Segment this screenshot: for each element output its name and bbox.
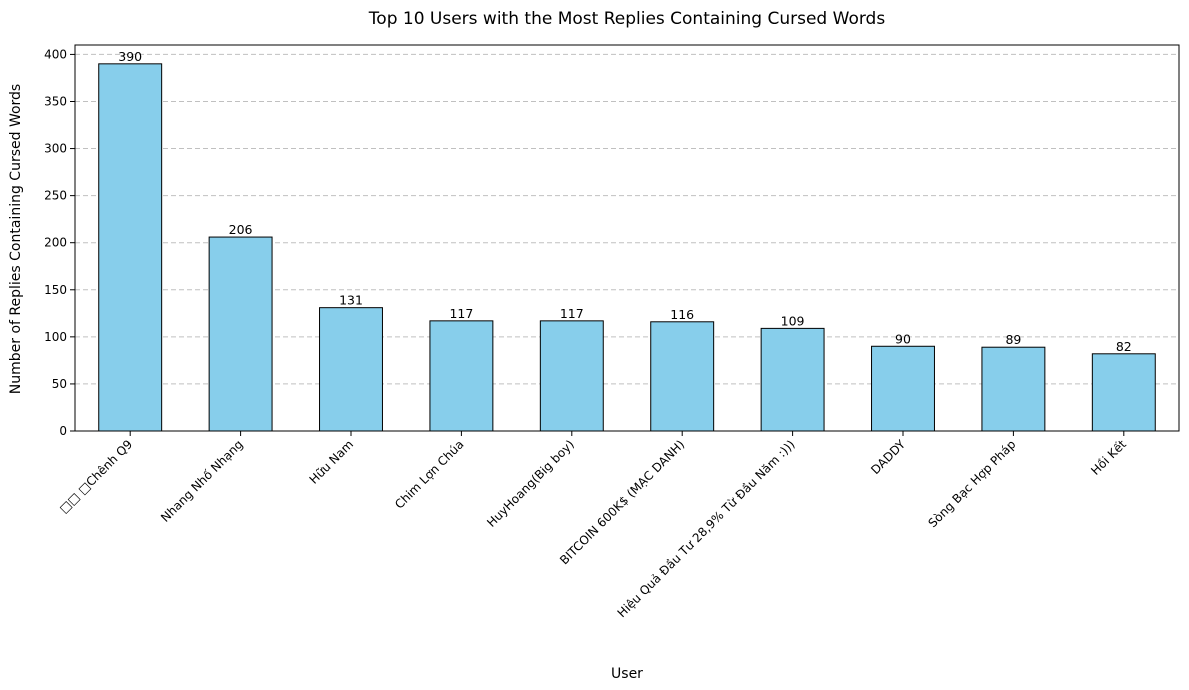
- x-tick-label: Hiệu Quả Đầu Tư 28,9% Từ Đầu Năm :))): [615, 437, 798, 620]
- bar-value-label: 117: [560, 306, 584, 321]
- bar-value-label: 90: [895, 331, 911, 346]
- bar: [429, 320, 494, 432]
- y-tick-label: 350: [44, 94, 67, 108]
- bar-value-label: 206: [229, 222, 253, 237]
- bar: [539, 320, 604, 432]
- x-tick-label: DADDY: [868, 437, 908, 477]
- x-tick-label: BITCOIN 600K$ (MẠC DANH): [557, 437, 687, 567]
- chart-title: Top 10 Users with the Most Replies Conta…: [368, 9, 886, 29]
- bar-value-label: 116: [670, 307, 694, 322]
- y-tick-label: 200: [44, 236, 67, 250]
- y-tick-label: 50: [52, 377, 67, 391]
- bar: [981, 346, 1046, 432]
- bar-value-label: 89: [1005, 332, 1021, 347]
- bar-value-label: 117: [449, 306, 473, 321]
- bar: [871, 345, 935, 432]
- bar-value-label: 82: [1116, 339, 1132, 354]
- y-tick-label: 250: [44, 189, 67, 203]
- y-tick-label: 100: [44, 330, 67, 344]
- bar-value-label: 131: [339, 293, 363, 308]
- bar: [319, 307, 383, 432]
- x-tick-label: □□ □Chênh Q9: [57, 437, 136, 516]
- bar: [1091, 353, 1156, 432]
- bar-value-label: 390: [118, 49, 142, 64]
- plot-frame: [74, 44, 1180, 432]
- bar-value-label: 109: [781, 313, 805, 328]
- x-tick-label: Chim Lợn Chúa: [392, 437, 466, 511]
- y-axis-label: Number of Replies Containing Cursed Word…: [8, 84, 24, 394]
- x-axis-ticks: □□ □Chênh Q9 Nhang Nhố Nhạng Hữu Nam Chim L…: [57, 431, 1129, 620]
- x-tick-label: Hồi Kết: [1088, 437, 1129, 478]
- y-tick-label: 400: [44, 47, 67, 61]
- x-tick-label: Hữu Nam: [307, 437, 357, 487]
- bar: [650, 321, 715, 432]
- y-axis-ticks: 0 50 100 150 200 250 300 350 400: [44, 47, 75, 438]
- x-tick-label: Nhang Nhố Nhạng: [158, 437, 246, 525]
- x-axis-label: User: [611, 666, 643, 682]
- y-tick-label: 300: [44, 142, 67, 156]
- x-tick-label: HuyHoang(Big boy): [484, 437, 577, 530]
- y-tick-label: 150: [44, 283, 67, 297]
- x-tick-label: Sòng Bạc Hợp Pháp: [925, 437, 1018, 530]
- y-tick-label: 0: [59, 424, 67, 438]
- data-labels: 390 206 131 117 117 116 109 90 89 82: [118, 49, 1131, 354]
- bar: [760, 327, 825, 432]
- bar: [208, 236, 273, 432]
- bar: [98, 63, 163, 432]
- bars: [98, 63, 1156, 432]
